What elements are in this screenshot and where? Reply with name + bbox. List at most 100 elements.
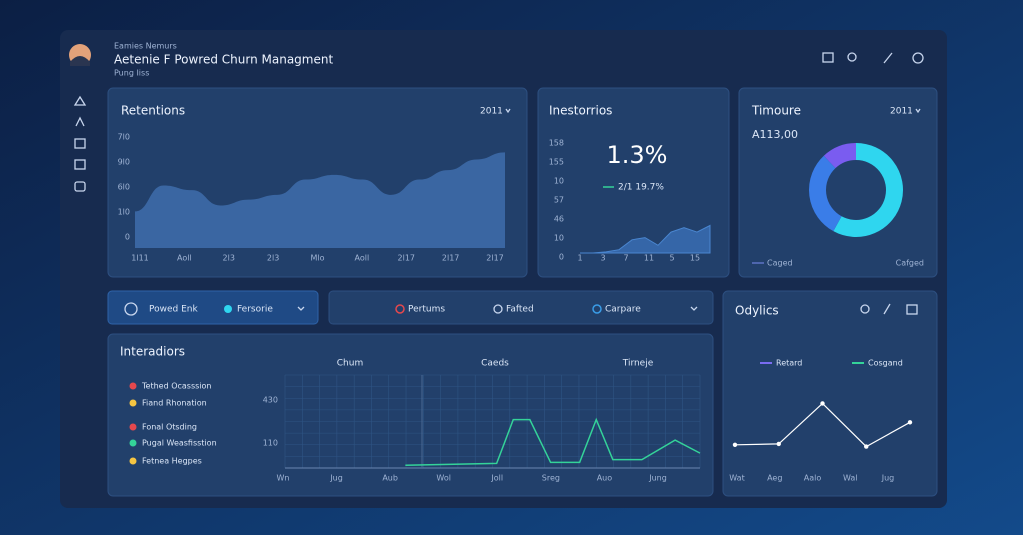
option-dot <box>493 304 503 314</box>
point <box>907 420 913 425</box>
panel-title: Inestorrios <box>549 104 612 118</box>
x-tick-label: 7 <box>623 254 628 263</box>
panel-title: Timoure <box>751 104 801 118</box>
chevron[interactable] <box>915 108 921 114</box>
point <box>732 442 738 447</box>
legend-label: Fiand Rhonation <box>142 399 207 408</box>
nav-reports[interactable] <box>74 138 86 149</box>
x-tick-label: 2l3 <box>223 254 235 263</box>
option-dot <box>395 304 405 314</box>
kpi-delta: 2/1 19.7% <box>618 183 664 193</box>
option-dot <box>592 304 602 314</box>
legend-label: Cosgand <box>868 359 903 368</box>
nav-home[interactable] <box>73 95 87 106</box>
x-tick-label: Auo <box>597 474 613 483</box>
user-name: Eamies Nemurs <box>114 42 177 51</box>
period[interactable]: 2011 <box>480 107 503 117</box>
legend-dot <box>129 439 137 447</box>
y-tick-label: 10 <box>554 177 564 186</box>
legend-dot <box>129 382 137 390</box>
y-tick-label: 1l0 <box>118 208 130 217</box>
x-tick-label: 15 <box>690 254 700 263</box>
x-tick-label: Wn <box>277 474 290 483</box>
filter-option[interactable]: Fersorie <box>237 305 273 315</box>
filter-icon <box>124 302 138 316</box>
y-tick-label: 46 <box>554 215 564 224</box>
y-tick-label: 0 <box>559 253 564 262</box>
filter-right[interactable] <box>328 290 714 325</box>
chevron[interactable] <box>297 306 305 311</box>
column-header: Caeds <box>481 359 509 369</box>
x-tick-label: 11 <box>644 254 654 263</box>
panel-title: Odylics <box>735 304 779 318</box>
nav-charts[interactable] <box>74 159 86 170</box>
line <box>405 417 701 466</box>
x-tick-label: Jug <box>329 474 343 483</box>
x-tick-label: 2l17 <box>486 254 504 263</box>
x-tick-label: 2l3 <box>267 254 279 263</box>
y-tick-label: 430 <box>263 396 278 405</box>
legend-label: Tethed Ocasssion <box>141 382 212 391</box>
nav-settings[interactable] <box>74 181 86 192</box>
x-tick-label: Wat <box>729 474 744 483</box>
y-tick-label: 10 <box>554 234 564 243</box>
panel-title: Retentions <box>121 104 185 118</box>
y-tick-label: 9l0 <box>118 158 130 167</box>
y-tick-label: 57 <box>554 196 564 205</box>
legend-label: Caged <box>767 259 793 268</box>
filter-option[interactable]: Carpare <box>605 305 641 315</box>
icon-search[interactable] <box>860 304 870 314</box>
x-tick-label: Aub <box>382 474 398 483</box>
x-tick-label: Jung <box>648 474 667 483</box>
x-tick-label: Sreg <box>542 474 560 483</box>
x-tick-label: Aeg <box>767 474 782 483</box>
x-tick-label: Wol <box>436 474 451 483</box>
chevron[interactable] <box>690 306 698 311</box>
analytics-panel <box>722 290 938 497</box>
column-header: Tirneje <box>622 359 654 369</box>
avatar-body <box>70 56 90 66</box>
x-tick-label: 1 <box>577 254 582 263</box>
icon-export[interactable] <box>906 304 918 315</box>
x-tick-label: 2l17 <box>398 254 416 263</box>
period[interactable]: 2011 <box>890 107 913 117</box>
x-tick-label: Jug <box>881 474 895 483</box>
donut-slice <box>833 143 903 237</box>
x-tick-label: 1l11 <box>131 254 149 263</box>
filter-label: Powed Enk <box>149 305 198 315</box>
area <box>580 224 711 254</box>
app-subtitle: Pung Iiss <box>114 69 149 78</box>
panel-title: Interadiors <box>120 345 185 359</box>
icon-edit[interactable] <box>883 52 893 64</box>
filter-option[interactable]: Pertums <box>408 305 445 315</box>
y-tick-label: 0 <box>125 233 130 242</box>
legend-label: Retard <box>776 359 802 368</box>
filter-left[interactable] <box>107 290 319 325</box>
y-tick-label: 158 <box>549 139 564 148</box>
x-tick-label: Aalo <box>804 474 822 483</box>
filter-option[interactable]: Fafted <box>506 305 534 315</box>
donut-slice <box>823 143 857 169</box>
x-tick-label: 2l17 <box>442 254 460 263</box>
icon-help[interactable] <box>912 52 924 64</box>
icon-window[interactable] <box>822 52 834 63</box>
column-header: Chum <box>337 359 363 369</box>
legend-dot <box>129 457 137 465</box>
kpi-value: 1.3% <box>607 141 668 169</box>
x-tick-label: Wal <box>843 474 858 483</box>
icon-edit[interactable] <box>883 303 891 315</box>
nav-users[interactable] <box>75 116 85 127</box>
x-tick-label: Mlo <box>310 254 324 263</box>
legend-label: Fonal Otsding <box>142 423 197 432</box>
legend-label: Fetnea Hegpes <box>142 457 202 466</box>
x-tick-label: Aoll <box>177 254 192 263</box>
legend-label: Cafged <box>896 259 924 268</box>
icon-search[interactable] <box>847 52 857 62</box>
y-tick-label: 7l0 <box>118 133 130 142</box>
legend-label: Pugal Weasfisstion <box>142 439 217 448</box>
donut-slice <box>809 155 842 232</box>
y-tick-label: 110 <box>263 439 278 448</box>
chevron[interactable] <box>505 108 511 114</box>
x-tick-label: Aoll <box>355 254 370 263</box>
